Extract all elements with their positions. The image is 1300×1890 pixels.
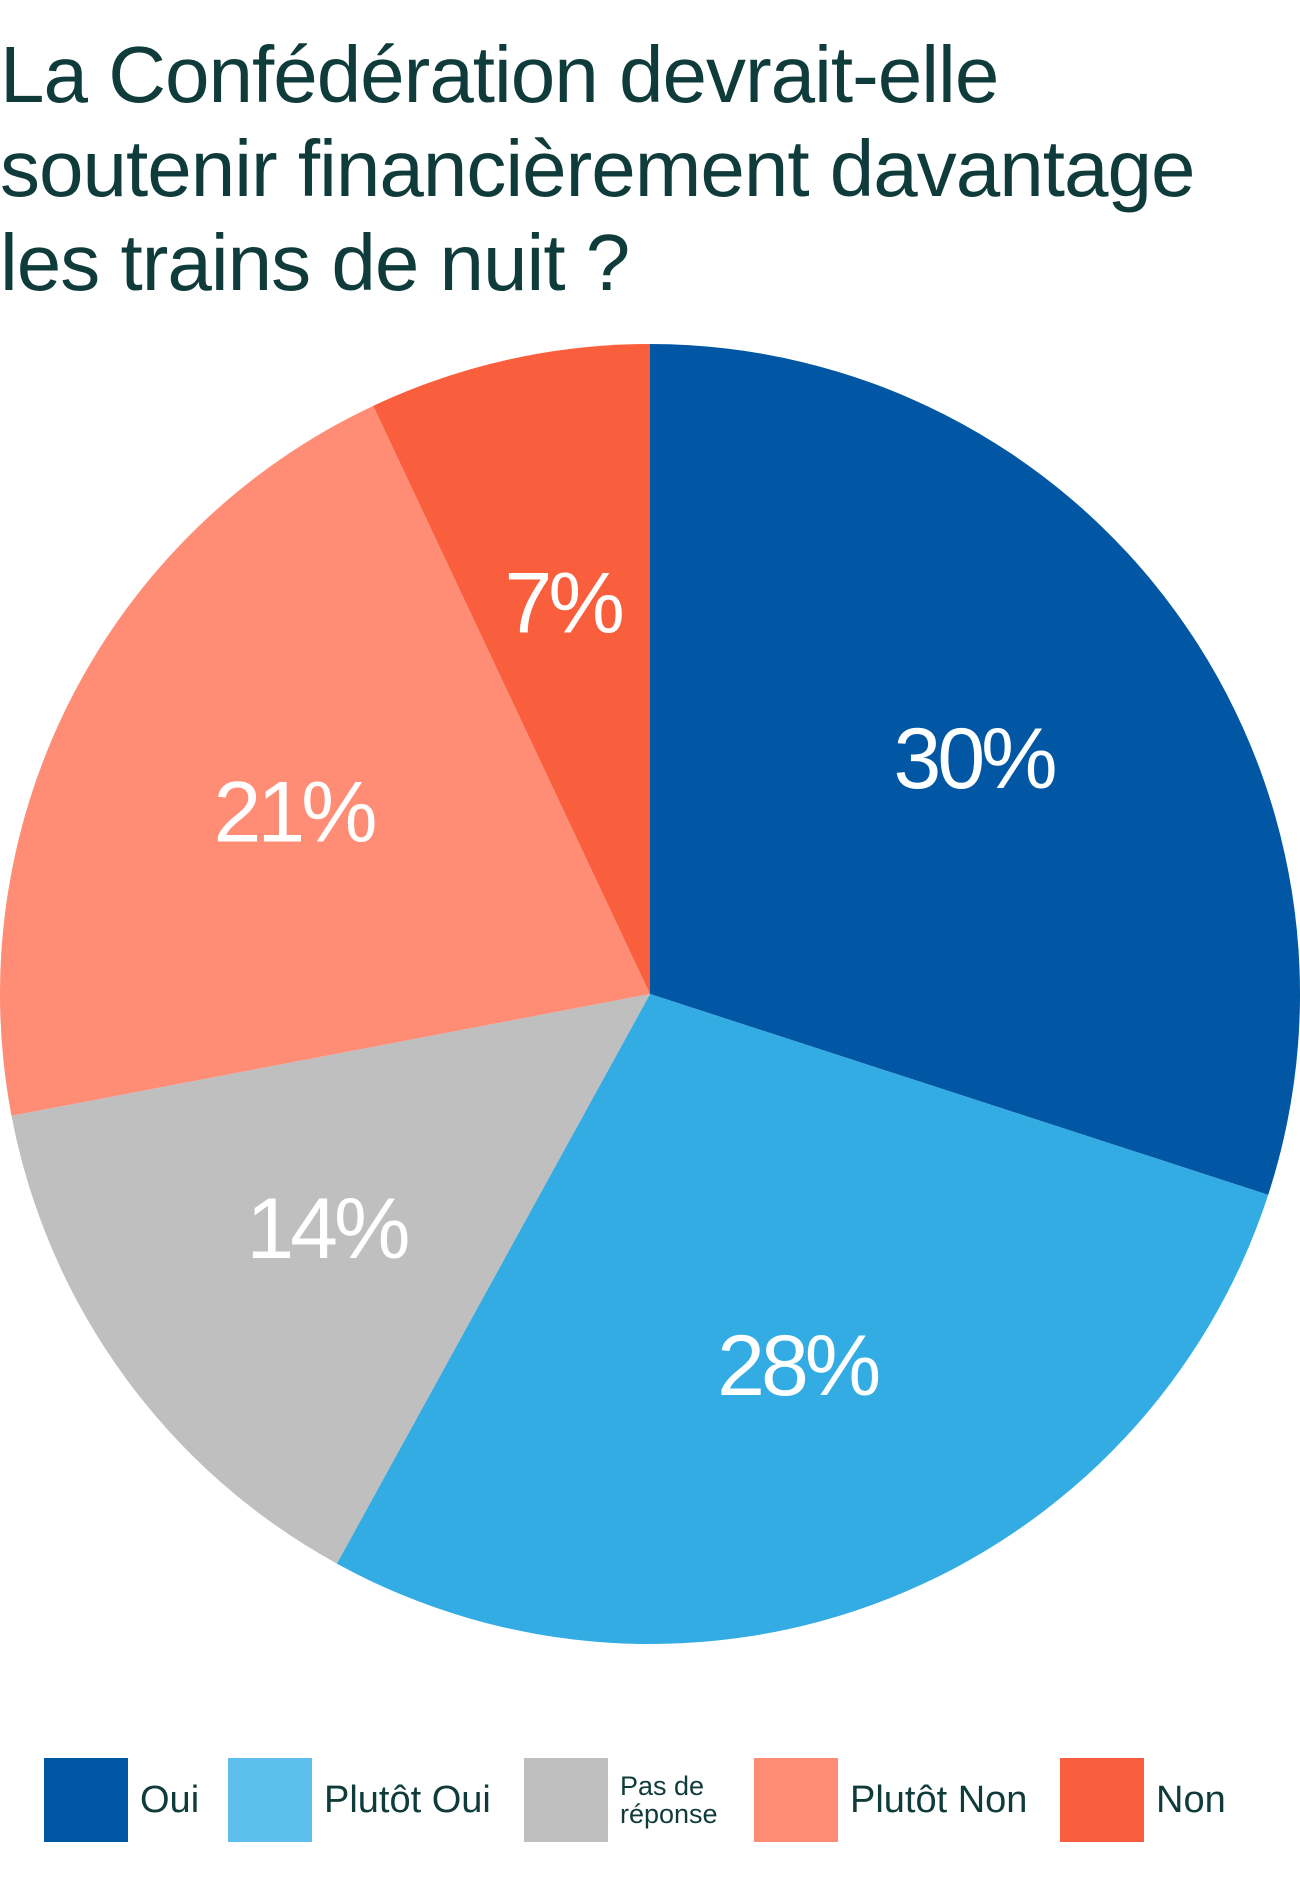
legend-label-plutot-oui: Plutôt Oui xyxy=(324,1778,491,1821)
legend-label-plutot-non: Plutôt Non xyxy=(850,1778,1028,1821)
legend-swatch-pas-de-reponse xyxy=(524,1758,608,1842)
legend-item-plutot-oui: Plutôt Oui xyxy=(228,1758,491,1842)
legend-item-pas-de-reponse: Pas de réponse xyxy=(524,1758,740,1842)
slice-label-oui: 30% xyxy=(894,711,1056,807)
legend: Oui Plutôt Oui Pas de réponse Plutôt Non… xyxy=(0,1758,1300,1848)
legend-item-oui: Oui xyxy=(44,1758,199,1842)
pie-slice-non xyxy=(373,344,650,994)
slice-label-plutot-non: 21% xyxy=(214,764,376,860)
legend-swatch-oui xyxy=(44,1758,128,1842)
pie-slice-pas-de-reponse xyxy=(11,994,650,1564)
slice-label-pas-de-reponse: 14% xyxy=(246,1181,408,1277)
chart-title: La Confédération devrait-elle soutenir f… xyxy=(0,30,1195,307)
legend-label-non: Non xyxy=(1156,1778,1226,1821)
legend-swatch-non xyxy=(1060,1758,1144,1842)
pie-slice-plutot-non xyxy=(0,405,650,1116)
legend-label-pas-de-reponse-line1: Pas de xyxy=(620,1771,705,1801)
slice-label-non: 7% xyxy=(505,556,623,652)
legend-label-oui: Oui xyxy=(140,1778,200,1821)
legend-item-plutot-non: Plutôt Non xyxy=(754,1758,1027,1842)
legend-item-non: Non xyxy=(1060,1758,1226,1842)
legend-swatch-plutot-non xyxy=(754,1758,838,1842)
pie-slice-plutot-oui xyxy=(336,994,1269,1645)
legend-label-pas-de-reponse: Pas de réponse xyxy=(620,1772,740,1828)
legend-label-pas-de-reponse-line2: réponse xyxy=(620,1799,718,1829)
slice-label-plutot-oui: 28% xyxy=(717,1318,879,1414)
pie-slices xyxy=(0,344,1300,1645)
pie-labels: 30% 28% 14% 21% 7% xyxy=(214,556,1060,1414)
legend-swatch-plutot-oui xyxy=(228,1758,312,1842)
pie-slice-oui xyxy=(650,344,1300,1195)
